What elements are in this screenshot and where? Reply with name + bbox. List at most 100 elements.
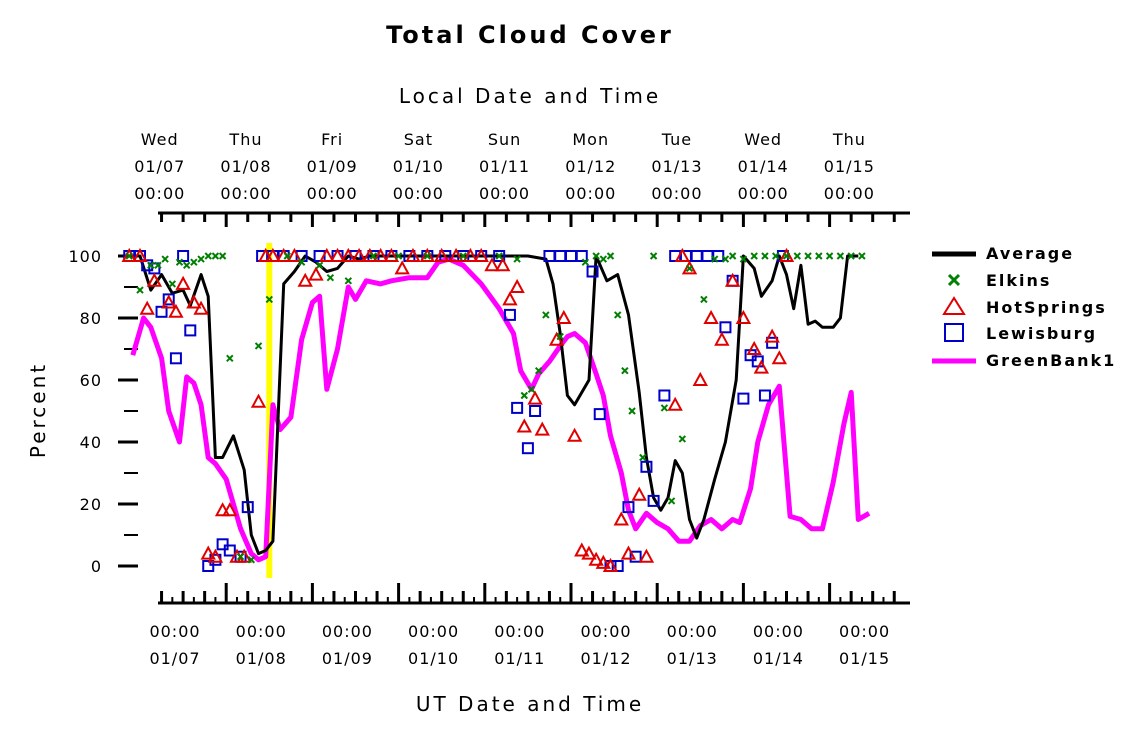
bottom-time-label: 00:00 bbox=[580, 622, 631, 641]
marker-hotsprings bbox=[778, 247, 795, 262]
marker-lewisburg bbox=[737, 392, 750, 405]
marker-hotsprings bbox=[516, 418, 532, 433]
marker-elkins-stroke bbox=[254, 342, 263, 350]
marker-lewisburg bbox=[701, 250, 714, 262]
y-axis-ticks: 0 20 40 60 80 100 bbox=[68, 247, 138, 576]
marker-elkins-stroke bbox=[125, 252, 133, 260]
bottom-time-label: 00:00 bbox=[753, 622, 804, 641]
bottom-time-label: 00:00 bbox=[408, 622, 459, 641]
top-day-label: Fri bbox=[321, 130, 343, 149]
marker-elkins bbox=[527, 385, 536, 394]
marker-hotsprings bbox=[132, 247, 148, 262]
marker-lewisburg bbox=[629, 550, 642, 563]
marker-hotsprings bbox=[509, 278, 525, 293]
marker-elkins bbox=[459, 252, 467, 260]
marker-elkins bbox=[613, 311, 622, 319]
marker-elkins-stroke bbox=[527, 385, 536, 394]
marker-elkins bbox=[592, 252, 600, 260]
bottom-time-label: 00:00 bbox=[149, 622, 200, 641]
marker-elkins-stroke bbox=[136, 286, 144, 294]
marker-hotsprings bbox=[419, 247, 436, 262]
bottom-date-label: 01/07 bbox=[149, 649, 200, 668]
marker-elkins bbox=[700, 295, 708, 304]
marker-elkins bbox=[247, 556, 256, 564]
marker-hotsprings bbox=[462, 247, 479, 262]
marker-hotsprings bbox=[724, 272, 741, 287]
top-time-label: 00:00 bbox=[479, 184, 530, 203]
marker-elkins-stroke bbox=[247, 556, 256, 564]
marker-lewisburg bbox=[658, 389, 671, 402]
marker-hotsprings bbox=[581, 545, 597, 560]
marker-hotsprings bbox=[200, 545, 216, 560]
marker-hotsprings bbox=[258, 247, 274, 262]
top-date-label: 01/12 bbox=[565, 157, 616, 176]
marker-elkins bbox=[556, 332, 564, 341]
marker-elkins bbox=[236, 552, 245, 561]
marker-hotsprings bbox=[175, 275, 191, 290]
marker-elkins bbox=[125, 252, 133, 260]
marker-elkins bbox=[369, 252, 378, 260]
bottom-time-label: 00:00 bbox=[667, 622, 718, 641]
marker-hotsprings bbox=[613, 511, 629, 526]
marker-elkins-stroke bbox=[649, 252, 658, 260]
legend-swatch-x bbox=[947, 273, 961, 287]
y-tick-label: 60 bbox=[80, 371, 102, 390]
plot-area bbox=[121, 243, 871, 578]
marker-elkins bbox=[326, 273, 335, 282]
marker-hotsprings bbox=[448, 247, 464, 262]
marker-elkins-stroke bbox=[613, 311, 622, 319]
marker-elkins bbox=[639, 453, 647, 462]
marker-elkins-stroke bbox=[175, 258, 184, 266]
marker-hotsprings bbox=[286, 247, 303, 262]
top-time-label: 00:00 bbox=[393, 184, 444, 203]
marker-elkins-stroke bbox=[685, 264, 694, 273]
marker-hotsprings bbox=[771, 350, 788, 365]
marker-elkins bbox=[534, 366, 543, 375]
marker-lewisburg bbox=[503, 308, 516, 321]
marker-elkins bbox=[394, 252, 403, 260]
marker-hotsprings bbox=[667, 396, 683, 411]
marker-elkins-stroke bbox=[739, 255, 748, 263]
marker-elkins-stroke bbox=[621, 366, 629, 375]
marker-elkins bbox=[782, 252, 791, 260]
marker-hotsprings bbox=[556, 309, 572, 324]
marker-hotsprings bbox=[735, 309, 752, 324]
marker-hotsprings bbox=[394, 260, 410, 275]
marker-elkins-stroke bbox=[534, 366, 543, 375]
marker-elkins-stroke bbox=[182, 261, 191, 270]
marker-hotsprings bbox=[161, 294, 177, 309]
top-date-label: 01/13 bbox=[651, 157, 702, 176]
marker-elkins bbox=[793, 252, 801, 260]
marker-hotsprings bbox=[121, 247, 137, 262]
marker-hotsprings bbox=[372, 247, 389, 262]
marker-elkins bbox=[599, 255, 608, 263]
marker-elkins-stroke bbox=[815, 252, 823, 260]
marker-elkins-stroke bbox=[700, 295, 708, 304]
marker-hotsprings bbox=[495, 257, 511, 272]
marker-lewisburg bbox=[184, 324, 197, 337]
marker-elkins-stroke bbox=[369, 252, 378, 260]
marker-elkins bbox=[211, 252, 220, 260]
top-day-label: Mon bbox=[572, 130, 609, 149]
marker-elkins bbox=[190, 258, 198, 266]
marker-hotsprings bbox=[703, 309, 719, 324]
marker-elkins bbox=[147, 261, 155, 270]
marker-elkins bbox=[182, 261, 191, 270]
marker-hotsprings bbox=[638, 548, 655, 563]
marker-lewisburg bbox=[690, 250, 703, 262]
top-time-label: 00:00 bbox=[307, 184, 358, 203]
marker-lewisburg bbox=[586, 265, 599, 278]
marker-hotsprings bbox=[207, 548, 224, 563]
marker-elkins-stroke bbox=[592, 252, 600, 260]
marker-hotsprings bbox=[351, 247, 367, 262]
marker-elkins bbox=[628, 407, 636, 415]
marker-elkins-stroke bbox=[520, 391, 529, 400]
marker-elkins bbox=[226, 354, 234, 363]
marker-elkins-stroke bbox=[660, 404, 669, 412]
marker-elkins bbox=[772, 252, 780, 260]
bottom-date-label: 01/08 bbox=[236, 649, 287, 668]
marker-elkins bbox=[542, 311, 550, 319]
marker-hotsprings bbox=[329, 247, 346, 262]
top-date-label: 01/10 bbox=[393, 157, 444, 176]
marker-elkins-stroke bbox=[858, 252, 866, 260]
